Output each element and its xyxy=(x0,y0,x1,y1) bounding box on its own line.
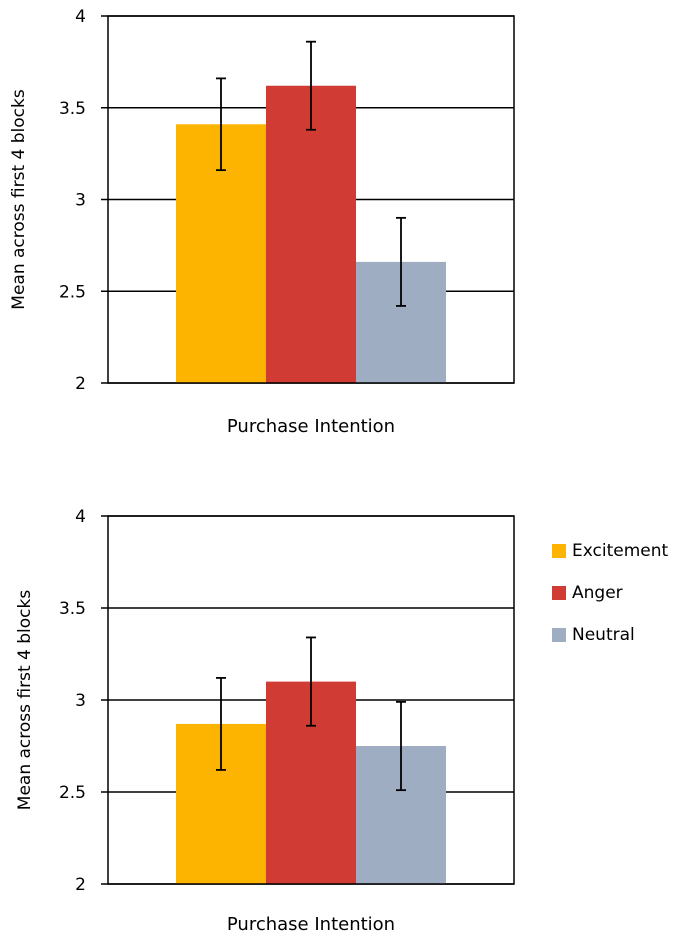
top-bar-anger xyxy=(266,85,356,383)
bottom-y-tick-label: 3.5 xyxy=(59,599,86,619)
bottom-plot-frame xyxy=(107,515,515,885)
bottom-y-tick-label: 2.5 xyxy=(59,783,86,803)
legend-label-neutral: Neutral xyxy=(572,625,635,645)
top-y-tick-label: 2 xyxy=(75,374,86,394)
legend-swatch-excitement xyxy=(552,544,566,558)
bottom-y-tick-label: 4 xyxy=(75,507,86,527)
chart-legend: Excitement Anger Neutral xyxy=(552,530,668,656)
legend-item-excitement: Excitement xyxy=(552,530,668,572)
legend-label-excitement: Excitement xyxy=(572,541,669,561)
top-y-axis-label: Mean across first 4 blocks xyxy=(9,89,29,310)
legend-item-anger: Anger xyxy=(552,572,668,614)
top-y-tick-label: 2.5 xyxy=(59,282,86,302)
bottom-y-axis-label: Mean across first 4 blocks xyxy=(15,590,35,811)
legend-swatch-anger xyxy=(552,586,566,600)
top-y-tick-label: 3 xyxy=(75,191,86,211)
legend-swatch-neutral xyxy=(552,628,566,642)
legend-label-anger: Anger xyxy=(572,583,623,603)
legend-item-neutral: Neutral xyxy=(552,614,668,656)
bottom-y-tick-label: 3 xyxy=(75,691,86,711)
bottom-y-tick-label: 2 xyxy=(75,875,86,895)
top-plot-frame xyxy=(107,15,515,384)
top-y-tick-label: 4 xyxy=(75,7,86,27)
top-y-tick-label: 3.5 xyxy=(59,99,86,119)
bottom-x-axis-label: Purchase Intention xyxy=(227,914,395,935)
top-x-axis-label: Purchase Intention xyxy=(227,416,395,437)
